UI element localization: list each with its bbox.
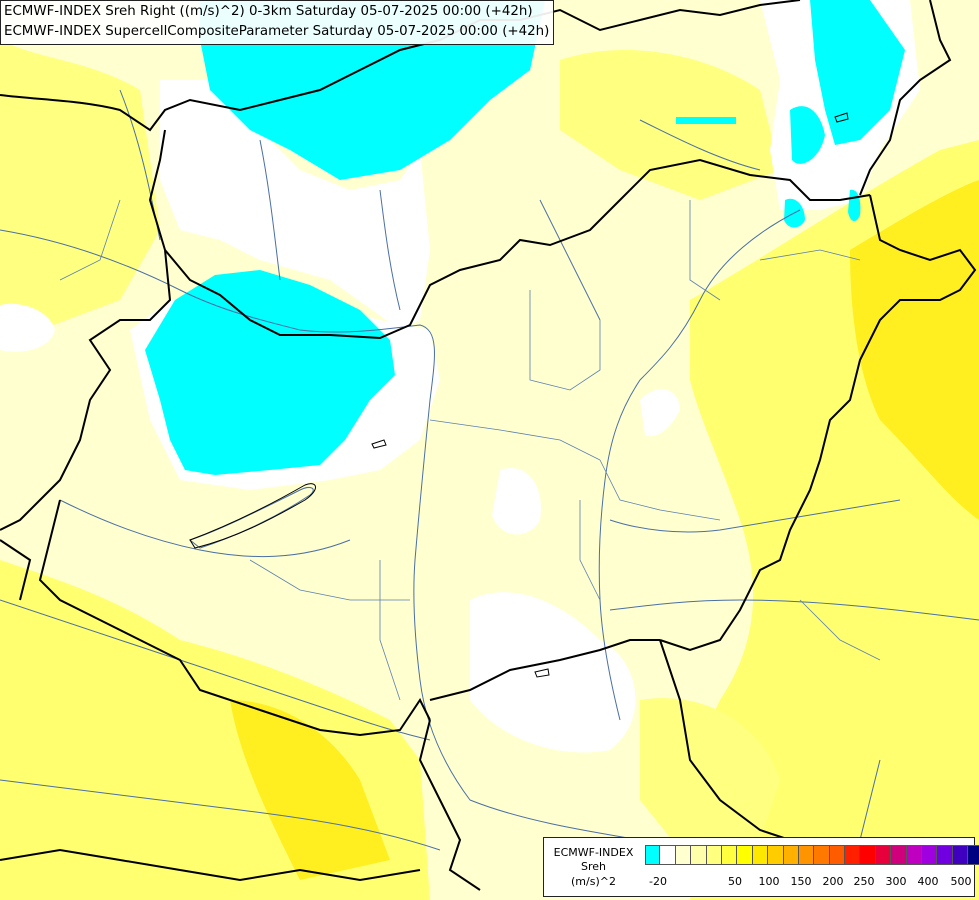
legend-unit-label: (m/s)^2 <box>571 875 616 888</box>
county-line-10 <box>379 560 401 701</box>
map-title-line-1: ECMWF-INDEX Sreh Right ((m/s)^2) 0-3km S… <box>4 4 533 19</box>
legend-tick-label: 100 <box>758 875 780 888</box>
cyan-area-strip <box>676 117 736 124</box>
river-raba <box>59 499 351 558</box>
white-area-river-strip <box>640 389 680 437</box>
border-romania-serbia <box>659 639 791 841</box>
border-hungary-serbia <box>429 639 660 701</box>
color-legend: ECMWF-INDEX Sreh (m/s)^2 -20 50 100 150 200 2… <box>543 837 979 897</box>
river-tisza <box>598 209 801 721</box>
legend-swatch <box>845 845 861 865</box>
legend-model-label: ECMWF-INDEX <box>553 846 634 859</box>
county-line-2 <box>429 419 601 461</box>
gold-area-southwest <box>230 700 390 880</box>
cyan-fill-layer <box>145 0 905 475</box>
legend-swatch <box>937 845 953 865</box>
legend-variable-label: Sreh <box>580 860 606 873</box>
white-area-north <box>160 80 430 330</box>
cyan-area-northeast <box>810 0 905 145</box>
legend-swatch <box>891 845 907 865</box>
yellow-area-south <box>640 698 780 850</box>
border-ukraine-romania <box>859 0 952 196</box>
county-line-8 <box>799 599 881 661</box>
river-koros <box>609 499 901 533</box>
county-line-7 <box>759 249 861 261</box>
county-line-1 <box>529 290 601 391</box>
legend-swatch <box>860 845 876 865</box>
lake-balaton <box>189 483 316 549</box>
legend-tick-label: 150 <box>790 875 812 888</box>
legend-swatch <box>675 845 692 865</box>
legend-tick-label: 500 <box>950 875 972 888</box>
river-maros <box>609 599 979 621</box>
yellow-area-northwest <box>0 40 160 340</box>
legend-tick-label: 300 <box>885 875 907 888</box>
river-sava <box>0 779 441 851</box>
lakes-layer <box>189 112 849 678</box>
legend-swatch <box>922 845 938 865</box>
lake-small-s <box>534 668 550 678</box>
white-area-small-blob <box>492 468 541 535</box>
county-line-9 <box>59 199 121 281</box>
border-czech-slovakia-poland <box>0 0 801 132</box>
legend-swatch <box>645 845 661 865</box>
county-line-3 <box>599 459 721 521</box>
county-borders-layer <box>59 199 881 701</box>
river-vah <box>259 139 281 281</box>
legend-tick-label: 200 <box>822 875 844 888</box>
river-drava <box>0 599 431 741</box>
white-area-south-center <box>470 592 636 753</box>
legend-swatch <box>706 845 722 865</box>
cyan-area-north <box>200 0 545 180</box>
legend-swatch <box>660 845 676 865</box>
legend-swatch <box>768 845 784 865</box>
border-bosnia <box>0 848 421 882</box>
border-slovakia-hungary <box>148 129 871 340</box>
yellow-fill-layer <box>0 40 979 900</box>
legend-swatch <box>906 845 923 865</box>
legend-swatch <box>875 845 892 865</box>
lake-velence <box>371 439 387 449</box>
border-croatia-serbia <box>418 719 481 891</box>
border-austria-hungary <box>0 249 172 531</box>
lake-small-ne <box>834 112 849 123</box>
legend-swatch <box>829 845 846 865</box>
legend-swatches <box>645 845 979 865</box>
legend-tick-label: -20 <box>649 875 667 888</box>
county-line-4 <box>579 500 601 601</box>
legend-swatch <box>814 845 830 865</box>
border-hungary-slovenia-croatia <box>38 499 431 737</box>
legend-swatch <box>798 845 815 865</box>
legend-ticks: -2050100150200250300400500700 <box>645 875 972 891</box>
legend-swatch <box>952 845 969 865</box>
river-danube <box>0 229 641 841</box>
map-title-box: ECMWF-INDEX Sreh Right ((m/s)^2) 0-3km S… <box>0 0 555 45</box>
legend-swatch <box>691 845 707 865</box>
yellow-area-north-center <box>560 50 780 200</box>
legend-swatch <box>721 845 738 865</box>
legend-swatch <box>737 845 753 865</box>
river-northeast <box>639 119 761 171</box>
border-slovenia-croatia <box>0 539 32 601</box>
white-area-west-blob <box>0 303 55 352</box>
legend-tick-label: 50 <box>728 875 742 888</box>
legend-tick-label: 400 <box>917 875 939 888</box>
river-sajo <box>539 199 601 321</box>
cyan-area-northeast-small <box>790 106 825 164</box>
legend-swatch <box>968 845 979 865</box>
border-hungary-romania <box>659 194 977 652</box>
legend-swatch <box>752 845 769 865</box>
map-title-line-2: ECMWF-INDEX SupercellCompositeParameter … <box>4 24 550 39</box>
legend-tick-label: 250 <box>853 875 875 888</box>
cyan-area-west <box>145 270 395 475</box>
legend-swatch <box>783 845 799 865</box>
river-hron <box>379 189 401 311</box>
county-line-6 <box>689 200 721 301</box>
gold-area-east <box>850 180 979 520</box>
